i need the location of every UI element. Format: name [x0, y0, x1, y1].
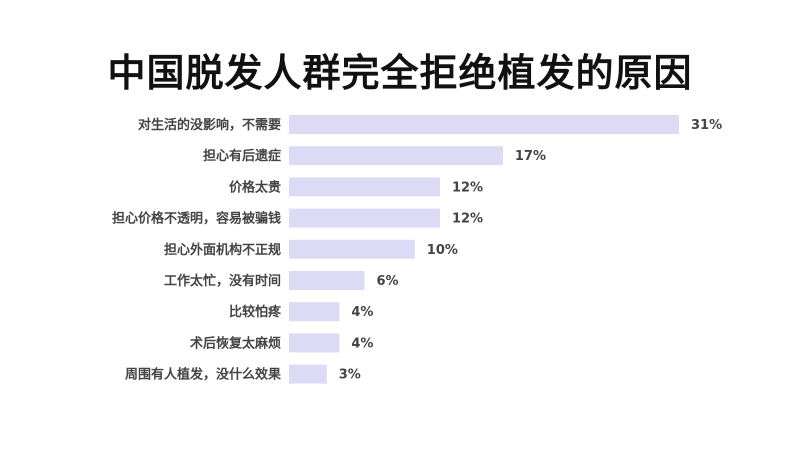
value-label: 31% — [691, 118, 722, 133]
bar — [289, 333, 340, 353]
value-label: 3% — [339, 368, 361, 383]
category-label: 周围有人植发，没什么效果 — [125, 367, 281, 383]
bar — [289, 146, 503, 166]
category-label: 担心外面机构不正规 — [164, 242, 281, 258]
category-label: 价格太贵 — [229, 179, 281, 195]
value-label: 12% — [452, 180, 483, 195]
value-label: 4% — [351, 305, 373, 320]
category-label: 担心价格不透明，容易被骗钱 — [112, 211, 281, 227]
bar — [289, 302, 340, 322]
bar — [289, 271, 365, 290]
category-label: 担心有后遗症 — [203, 148, 281, 164]
chart-title: 中国脱发人群完全拒绝植发的原因 — [107, 51, 693, 95]
value-label: 10% — [427, 243, 458, 258]
category-label: 术后恢复太麻烦 — [189, 335, 281, 351]
value-label: 17% — [515, 149, 546, 164]
category-label: 比较怕疼 — [229, 304, 282, 320]
bar — [289, 364, 327, 384]
bar — [289, 177, 440, 197]
value-label: 6% — [376, 274, 398, 289]
bar — [289, 115, 679, 134]
category-label: 工作太忙，没有时间 — [164, 273, 281, 289]
bar — [289, 208, 440, 228]
bar — [289, 239, 415, 259]
value-label: 4% — [351, 336, 373, 351]
value-label: 12% — [452, 212, 483, 227]
category-label: 对生活的没影响，不需要 — [138, 117, 281, 133]
